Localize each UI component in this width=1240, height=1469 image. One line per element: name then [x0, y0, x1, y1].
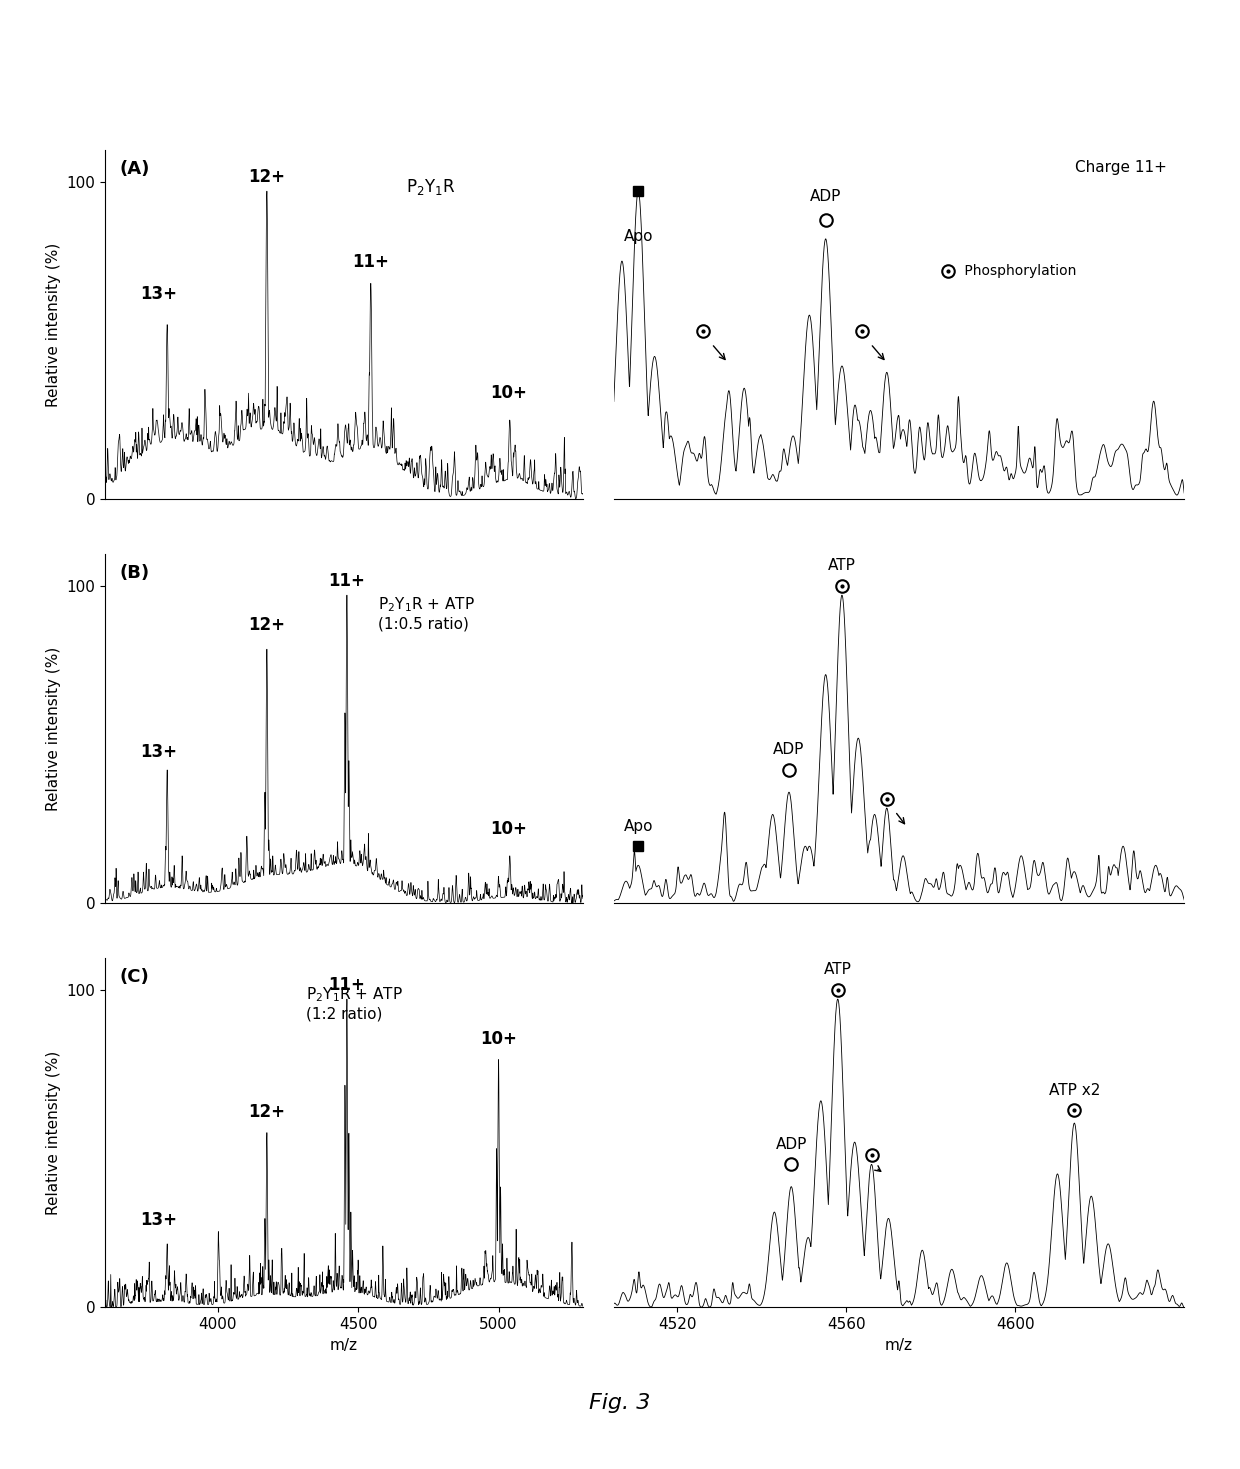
Text: Apo: Apo — [624, 229, 653, 244]
Text: 12+: 12+ — [248, 167, 285, 185]
Text: 10+: 10+ — [480, 1030, 517, 1047]
Y-axis label: Relative intensity (%): Relative intensity (%) — [46, 646, 61, 811]
Text: P$_2$Y$_1$R: P$_2$Y$_1$R — [407, 176, 455, 197]
Text: (B): (B) — [120, 564, 150, 582]
Text: 12+: 12+ — [248, 1103, 285, 1121]
Text: P$_2$Y$_1$R + ATP
(1:0.5 ratio): P$_2$Y$_1$R + ATP (1:0.5 ratio) — [377, 596, 475, 632]
Text: 12+: 12+ — [248, 616, 285, 635]
Text: 10+: 10+ — [490, 820, 527, 837]
Text: Fig. 3: Fig. 3 — [589, 1393, 651, 1413]
Text: 13+: 13+ — [140, 743, 177, 761]
Text: ADP: ADP — [810, 190, 842, 204]
Text: 11+: 11+ — [329, 975, 366, 993]
Text: Charge 11+: Charge 11+ — [1075, 160, 1167, 175]
Text: ADP: ADP — [774, 742, 805, 757]
Text: P$_2$Y$_1$R + ATP
(1:2 ratio): P$_2$Y$_1$R + ATP (1:2 ratio) — [306, 986, 403, 1022]
X-axis label: m/z: m/z — [885, 1338, 913, 1353]
Text: Apo: Apo — [624, 818, 653, 833]
Text: ADP: ADP — [775, 1137, 807, 1152]
Text: 11+: 11+ — [329, 571, 366, 589]
Text: (C): (C) — [120, 968, 150, 986]
Text: ATP x2: ATP x2 — [1049, 1083, 1100, 1097]
Text: ATP: ATP — [828, 558, 856, 573]
Text: Phosphorylation: Phosphorylation — [960, 263, 1076, 278]
X-axis label: m/z: m/z — [330, 1338, 358, 1353]
Y-axis label: Relative intensity (%): Relative intensity (%) — [46, 1050, 61, 1215]
Text: 10+: 10+ — [490, 383, 527, 401]
Text: 13+: 13+ — [140, 285, 177, 303]
Text: 11+: 11+ — [352, 254, 389, 272]
Text: (A): (A) — [120, 160, 150, 178]
Text: ATP: ATP — [823, 962, 852, 977]
Text: 13+: 13+ — [140, 1210, 177, 1228]
Y-axis label: Relative intensity (%): Relative intensity (%) — [46, 242, 61, 407]
